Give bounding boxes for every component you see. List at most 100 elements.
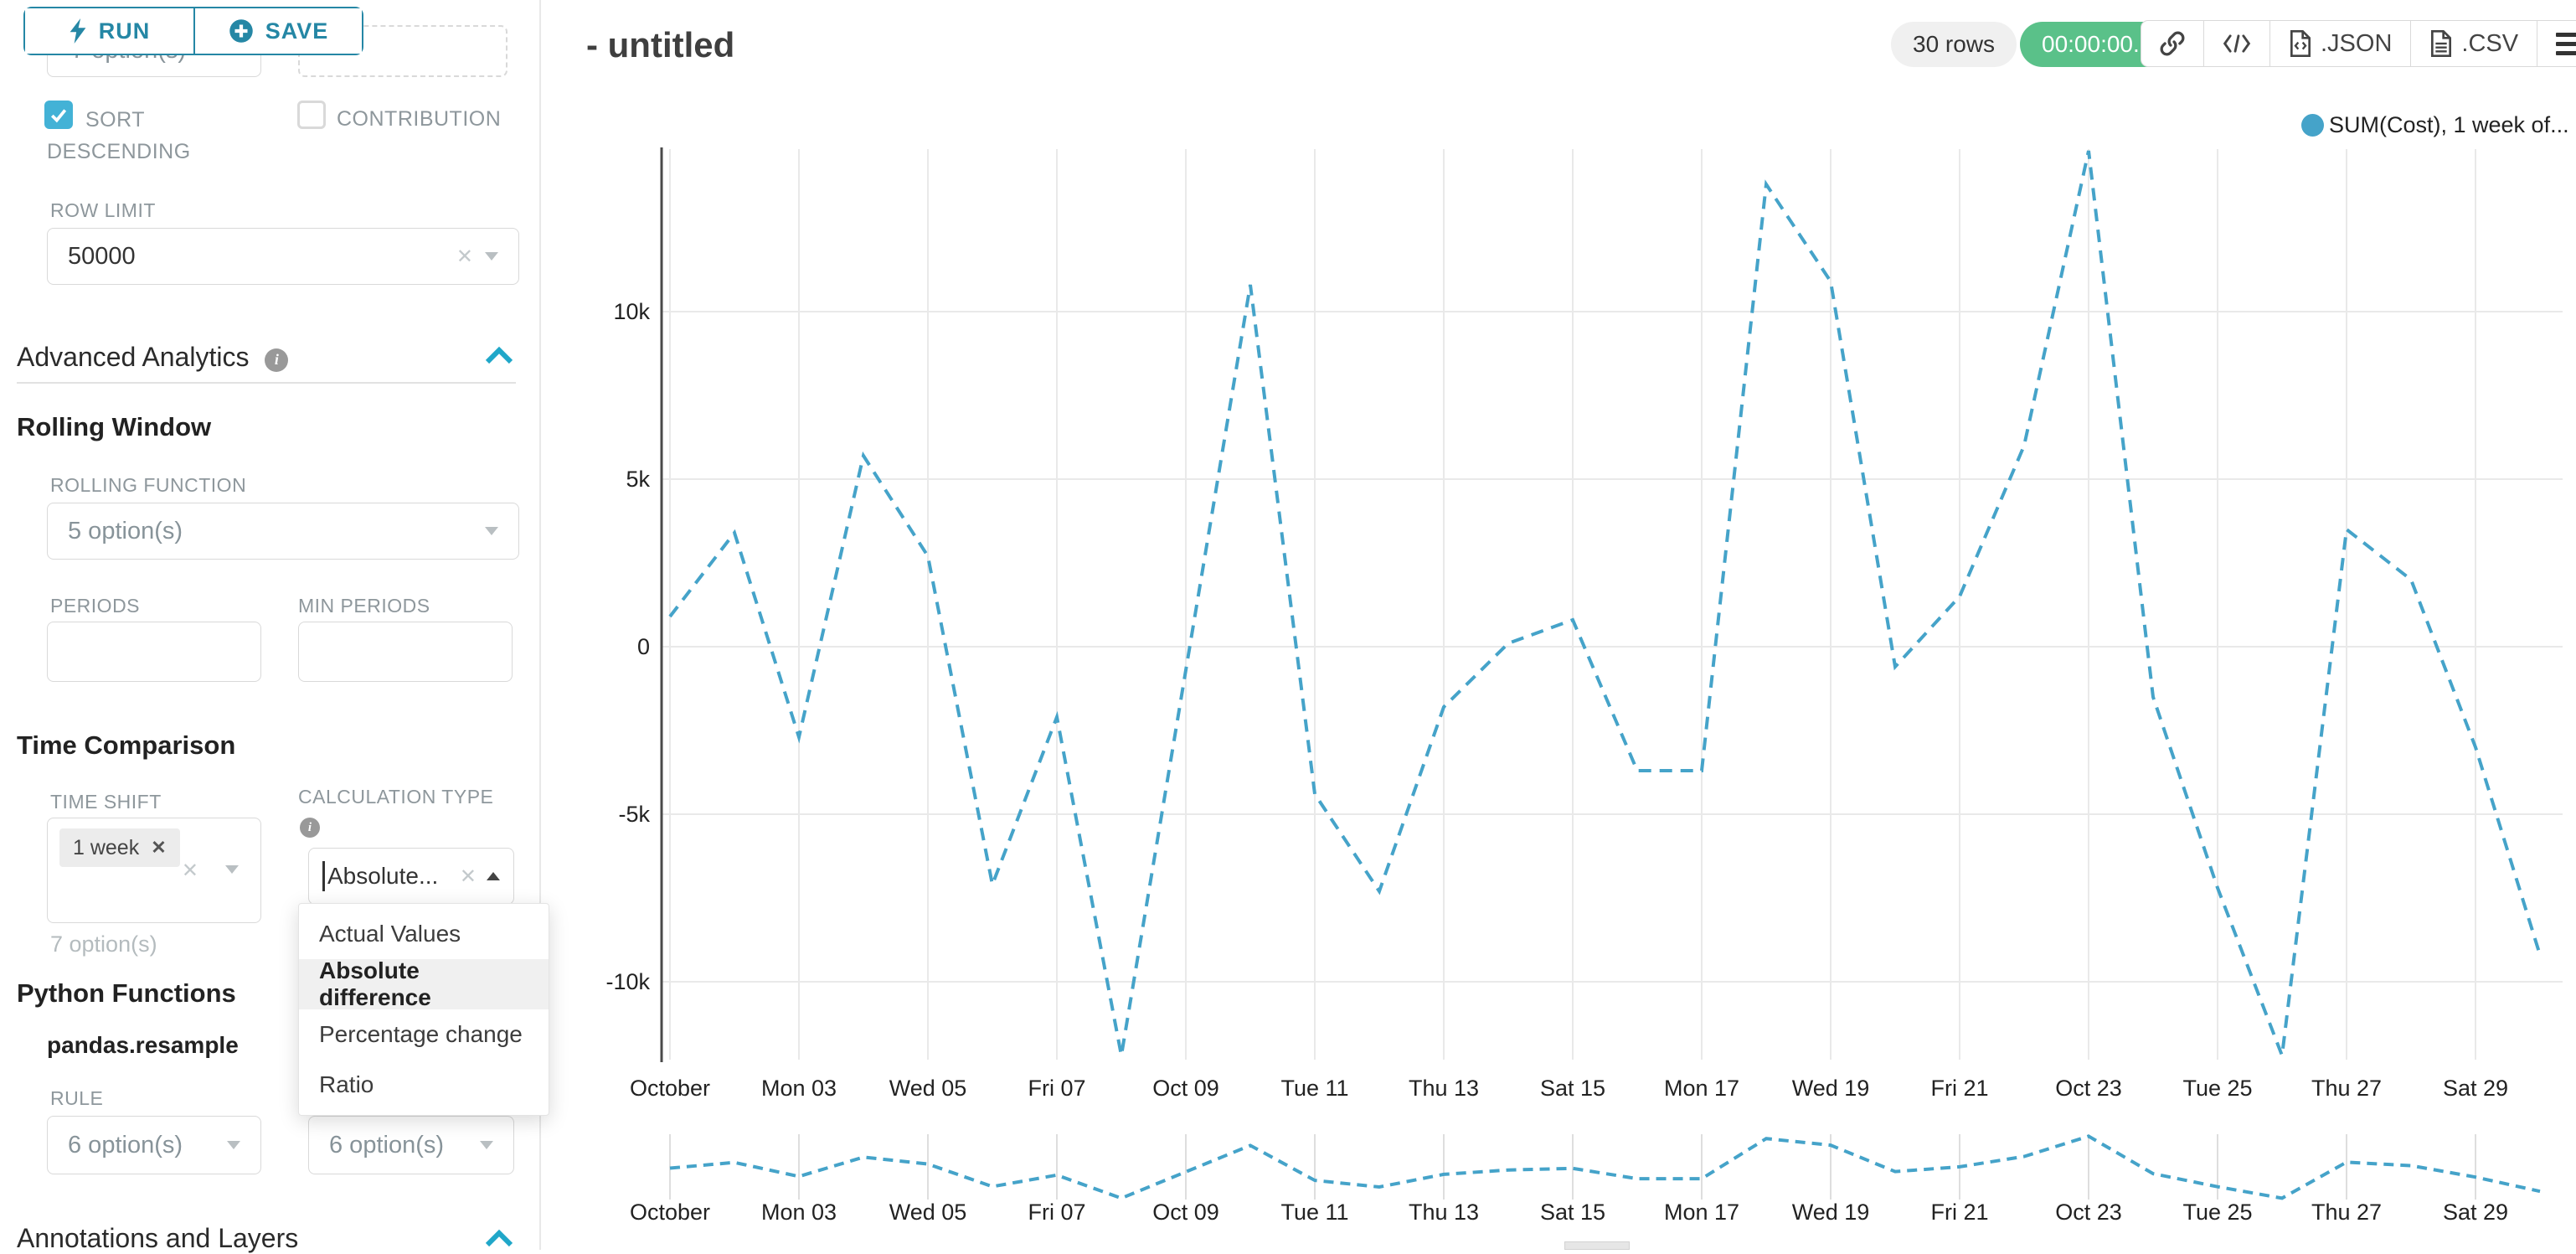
x-tick-label: Fri 21 bbox=[1930, 1076, 1988, 1101]
x-tick-label: Tue 11 bbox=[1280, 1076, 1348, 1101]
dropdown-option-absolute-difference[interactable]: Absolute difference bbox=[299, 957, 549, 1010]
csv-label: .CSV bbox=[2461, 29, 2519, 57]
text-cursor bbox=[322, 861, 325, 891]
check-icon bbox=[50, 109, 67, 123]
export-csv-button[interactable]: .CSV bbox=[2410, 21, 2537, 66]
caret-down-icon[interactable] bbox=[227, 1141, 240, 1149]
share-link-button[interactable] bbox=[2141, 21, 2203, 66]
min-periods-label: MIN PERIODS bbox=[298, 595, 430, 617]
mini-x-tick-label: Tue 11 bbox=[1280, 1200, 1348, 1225]
advanced-analytics-header[interactable]: Advanced Analytics i bbox=[17, 342, 289, 373]
calculation-type-label: CALCULATION TYPE bbox=[298, 786, 494, 808]
info-icon[interactable]: i bbox=[265, 348, 289, 372]
file-code-icon bbox=[2290, 30, 2311, 57]
line-chart[interactable]: 10k 5k 0 -5k -10k October Mon 03 Wed 05 Fri 07 O… bbox=[553, 84, 2576, 1250]
calculation-type-value: Absolute... bbox=[327, 863, 439, 889]
mini-x-tick-label: Sat 29 bbox=[2443, 1200, 2508, 1225]
rolling-function-label: ROLLING FUNCTION bbox=[50, 474, 247, 496]
contribution-checkbox[interactable] bbox=[297, 101, 326, 129]
mini-x-tick-label: Fri 07 bbox=[1028, 1200, 1085, 1225]
periods-label: PERIODS bbox=[50, 595, 141, 617]
x-tick-label: Mon 17 bbox=[1664, 1076, 1739, 1101]
min-periods-input[interactable] bbox=[298, 622, 513, 682]
dropdown-option-percentage-change[interactable]: Percentage change bbox=[319, 1021, 523, 1047]
row-count-badge: 30 rows bbox=[1891, 22, 2017, 67]
clear-icon[interactable]: ✕ bbox=[181, 859, 198, 882]
y-tick-label: -10k bbox=[605, 969, 650, 994]
row-limit-label: ROW LIMIT bbox=[50, 199, 156, 221]
y-tick-label: 5k bbox=[626, 467, 650, 492]
x-tick-label: Thu 13 bbox=[1409, 1076, 1479, 1101]
section-divider bbox=[17, 382, 516, 384]
x-tick-label: Mon 03 bbox=[761, 1076, 837, 1101]
rolling-function-value: 5 option(s) bbox=[68, 517, 183, 544]
time-shift-multiselect[interactable]: 1 week ✕ ✕ bbox=[47, 818, 261, 923]
calculation-type-select[interactable]: Absolute... ✕ bbox=[308, 848, 514, 905]
time-shift-label: TIME SHIFT bbox=[50, 791, 162, 813]
chart-menu-button[interactable] bbox=[2537, 21, 2576, 66]
mini-x-tick-label: Thu 13 bbox=[1409, 1200, 1479, 1225]
rule-value: 6 option(s) bbox=[68, 1131, 183, 1159]
file-text-icon bbox=[2431, 30, 2452, 57]
x-tick-label: October bbox=[630, 1076, 710, 1101]
mini-x-tick-label: Oct 09 bbox=[1152, 1200, 1219, 1225]
partial-tooltip-box bbox=[1564, 1241, 1630, 1250]
pandas-resample-label: pandas.resample bbox=[47, 1032, 239, 1058]
x-tick-label: Sat 15 bbox=[1540, 1076, 1605, 1101]
resample-method-select[interactable]: 6 option(s) bbox=[308, 1116, 514, 1174]
embed-code-button[interactable] bbox=[2203, 21, 2269, 66]
clear-icon[interactable]: ✕ bbox=[456, 245, 473, 268]
time-shift-tag[interactable]: 1 week ✕ bbox=[59, 828, 180, 867]
info-icon[interactable]: i bbox=[300, 818, 320, 838]
periods-input[interactable] bbox=[47, 622, 261, 682]
mini-x-tick-label: Mon 03 bbox=[761, 1200, 837, 1225]
mini-x-tick-label: Wed 05 bbox=[889, 1200, 967, 1225]
chevron-up-icon[interactable] bbox=[484, 1228, 514, 1250]
series-line bbox=[668, 150, 2542, 1056]
resample-method-value: 6 option(s) bbox=[329, 1131, 445, 1159]
x-tick-label: Oct 23 bbox=[2055, 1076, 2122, 1101]
chevron-up-icon[interactable] bbox=[484, 345, 514, 367]
caret-up-icon[interactable] bbox=[487, 872, 500, 880]
chart-title[interactable]: - untitled bbox=[586, 25, 735, 65]
hamburger-icon bbox=[2556, 32, 2576, 55]
caret-down-icon[interactable] bbox=[225, 865, 239, 874]
dropdown-option-actual-values[interactable]: Actual Values bbox=[319, 921, 461, 947]
mini-x-tick-label: Oct 23 bbox=[2055, 1200, 2122, 1225]
chart-legend[interactable]: SUM(Cost), 1 week of... bbox=[2301, 112, 2569, 138]
clear-icon[interactable]: ✕ bbox=[459, 864, 477, 888]
time-shift-hint: 7 option(s) bbox=[50, 931, 157, 957]
row-limit-select[interactable]: 50000 ✕ bbox=[47, 228, 519, 285]
y-tick-label: 0 bbox=[637, 634, 650, 659]
row-limit-value: 50000 bbox=[68, 242, 136, 270]
lightning-bolt-icon bbox=[70, 18, 86, 44]
contribution-label: CONTRIBUTION bbox=[337, 107, 502, 131]
x-tick-label: Wed 19 bbox=[1792, 1076, 1870, 1101]
sort-descending-checkbox[interactable] bbox=[44, 101, 73, 129]
tag-close-icon[interactable]: ✕ bbox=[151, 837, 167, 858]
rolling-window-title: Rolling Window bbox=[17, 412, 212, 441]
export-json-button[interactable]: .JSON bbox=[2269, 21, 2410, 66]
caret-down-icon[interactable] bbox=[485, 252, 498, 261]
save-button[interactable]: SAVE bbox=[193, 8, 362, 54]
chart-controls-panel: 7 option(s) RUN SAVE SORT DESCENDING CON… bbox=[0, 0, 549, 1253]
dropdown-option-ratio[interactable]: Ratio bbox=[319, 1071, 374, 1097]
rule-select[interactable]: 6 option(s) bbox=[47, 1116, 261, 1174]
annotations-layers-header[interactable]: Annotations and Layers bbox=[17, 1223, 299, 1253]
link-icon bbox=[2160, 31, 2185, 56]
chart-actions-group: .JSON .CSV bbox=[2141, 20, 2576, 67]
mini-x-tick-label: Tue 25 bbox=[2182, 1200, 2252, 1225]
caret-down-icon[interactable] bbox=[485, 527, 498, 535]
json-label: .JSON bbox=[2321, 29, 2393, 57]
run-button[interactable]: RUN bbox=[25, 8, 193, 54]
advanced-analytics-title: Advanced Analytics bbox=[17, 342, 250, 372]
legend-label: SUM(Cost), 1 week of... bbox=[2329, 112, 2569, 137]
rolling-function-select[interactable]: 5 option(s) bbox=[47, 503, 519, 560]
x-tick-label: Tue 25 bbox=[2182, 1076, 2252, 1101]
sort-descending-label: SORT DESCENDING bbox=[47, 108, 191, 163]
mini-x-tick-label: Mon 17 bbox=[1664, 1200, 1739, 1225]
caret-down-icon[interactable] bbox=[480, 1141, 493, 1149]
y-tick-label: -5k bbox=[618, 802, 650, 827]
mini-range-line[interactable] bbox=[669, 1134, 2541, 1200]
y-tick-label: 10k bbox=[613, 299, 650, 324]
